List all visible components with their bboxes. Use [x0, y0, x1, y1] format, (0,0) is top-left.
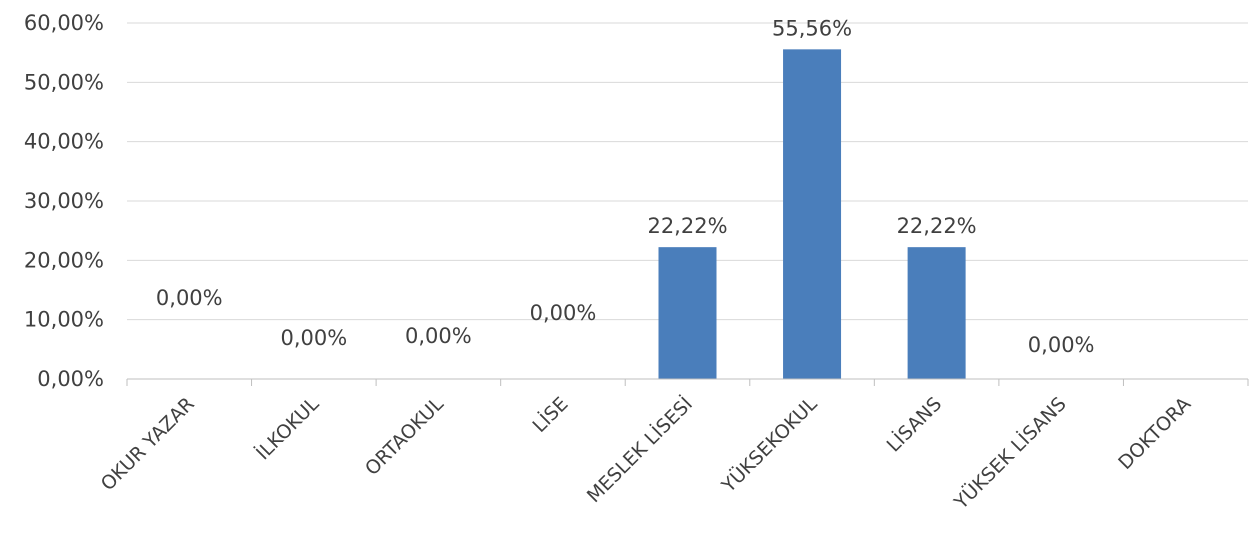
- x-category-label: LİSANS: [882, 392, 946, 456]
- x-axis-category-labels: OKUR YAZAR İLKOKUL ORTAOKUL LİSE MESLEK LİSE…: [97, 392, 1196, 514]
- bars: [658, 49, 966, 380]
- x-category-label: MESLEK LİSESİ: [582, 392, 697, 507]
- data-label: 0,00%: [405, 324, 472, 348]
- y-tick-label: 60,00%: [24, 11, 104, 35]
- x-category-label: DOKTORA: [1114, 393, 1195, 474]
- y-tick-label: 30,00%: [24, 189, 104, 213]
- x-category-label: İLKOKUL: [251, 392, 323, 464]
- x-category-label: YÜKSEK LİSANS: [949, 392, 1071, 514]
- data-label: 55,56%: [772, 16, 852, 40]
- x-category-label: OKUR YAZAR: [97, 393, 199, 495]
- data-label: 0,00%: [1028, 333, 1095, 357]
- x-category-label: YÜKSEKOKUL: [716, 392, 822, 498]
- x-category-label: ORTAOKUL: [361, 393, 448, 480]
- data-label: 22,22%: [897, 214, 977, 238]
- data-label: 0,00%: [280, 326, 347, 350]
- data-label: 0,00%: [530, 301, 597, 325]
- x-axis: [126, 378, 1249, 386]
- y-tick-label: 50,00%: [24, 70, 104, 94]
- bar: [907, 247, 966, 379]
- gridlines: [127, 22, 1248, 321]
- y-axis-tick-labels: 0,00% 10,00% 20,00% 30,00% 40,00% 50,00% 60,00…: [24, 11, 104, 391]
- y-tick-label: 0,00%: [37, 367, 104, 391]
- bar: [658, 247, 717, 379]
- data-label: 0,00%: [156, 286, 223, 310]
- y-tick-label: 40,00%: [24, 130, 104, 154]
- bar: [783, 49, 842, 380]
- y-tick-label: 10,00%: [24, 308, 104, 332]
- x-category-label: LİSE: [528, 392, 573, 437]
- y-tick-label: 20,00%: [24, 248, 104, 272]
- data-labels: 0,00% 0,00% 0,00% 0,00% 22,22% 55,56% 22,22% 0,…: [156, 16, 1095, 357]
- data-label: 22,22%: [647, 214, 727, 238]
